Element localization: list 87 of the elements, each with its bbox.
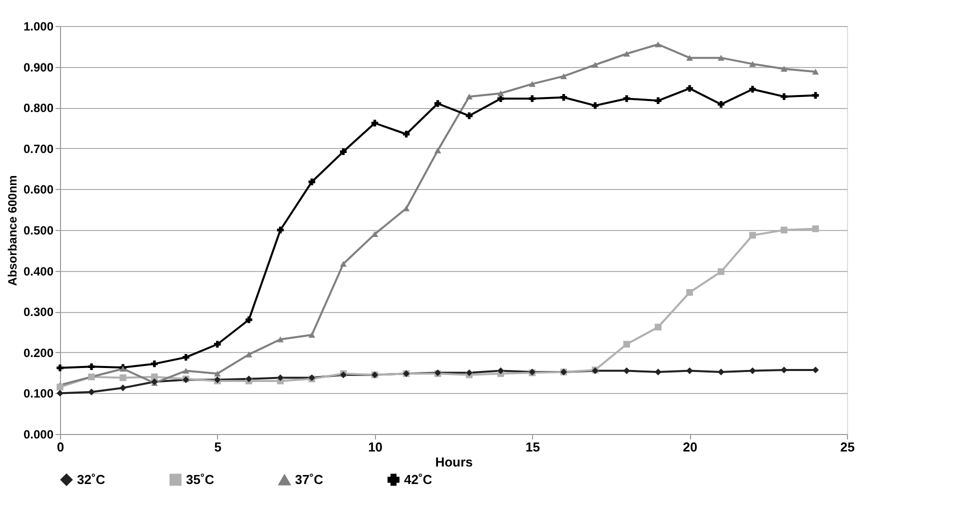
- point: [780, 66, 788, 72]
- point: [246, 316, 252, 324]
- y-tick-label: 0.500: [23, 224, 54, 238]
- x-tick-label: 0: [56, 440, 64, 454]
- point: [780, 93, 788, 100]
- point: [812, 92, 819, 99]
- point: [277, 374, 284, 382]
- point: [812, 225, 819, 232]
- point: [371, 120, 378, 126]
- point: [528, 81, 536, 87]
- legend-label: 37˚C: [295, 472, 324, 488]
- point: [56, 384, 64, 390]
- point: [434, 100, 442, 107]
- point: [686, 54, 693, 61]
- point: [654, 97, 662, 104]
- point: [497, 367, 504, 374]
- point: [560, 94, 568, 101]
- point: [88, 388, 95, 396]
- point: [151, 374, 158, 380]
- point: [56, 364, 64, 372]
- point: [214, 370, 221, 377]
- point: [214, 340, 221, 348]
- y-tick-label: 0.900: [23, 60, 54, 74]
- point: [686, 367, 693, 374]
- point: [686, 289, 693, 296]
- point: [402, 130, 410, 138]
- point: [623, 340, 630, 348]
- point: [277, 226, 284, 234]
- point: [718, 54, 724, 61]
- point: [654, 41, 662, 48]
- point: [812, 366, 819, 374]
- point: [466, 112, 473, 120]
- point: [120, 374, 126, 382]
- point: [151, 360, 158, 368]
- point: [120, 384, 126, 392]
- point: [623, 50, 630, 57]
- y-axis-title: Absorbance 600nm: [5, 175, 20, 286]
- point: [654, 324, 662, 330]
- y-tick-label: 0.200: [23, 346, 54, 360]
- y-tick-label: 0.300: [23, 305, 54, 320]
- point: [592, 102, 599, 109]
- legend-label: 32˚C: [77, 472, 106, 487]
- y-tick-label: 0.100: [23, 386, 54, 401]
- point: [340, 148, 347, 156]
- point: [592, 62, 599, 68]
- point: [56, 390, 64, 397]
- point: [434, 148, 442, 154]
- point: [749, 232, 756, 239]
- point: [528, 95, 536, 102]
- point: [718, 368, 724, 376]
- point: [780, 366, 788, 374]
- point: [497, 90, 504, 96]
- point: [749, 61, 756, 67]
- point: [182, 354, 190, 361]
- point: [780, 226, 788, 234]
- y-tick-label: 0.600: [23, 182, 54, 197]
- y-tick-label: 0.700: [23, 142, 54, 156]
- point: [277, 336, 284, 342]
- x-tick-label: 10: [368, 440, 383, 454]
- point: [560, 73, 568, 80]
- point: [246, 352, 252, 358]
- point: [718, 268, 724, 275]
- x-tick-label: 20: [682, 440, 698, 454]
- point: [308, 332, 316, 338]
- legend-label: 35˚C: [186, 472, 215, 487]
- point: [340, 260, 347, 267]
- point: [718, 100, 724, 108]
- x-tick-label: 25: [840, 440, 855, 454]
- point: [466, 94, 473, 100]
- y-tick-label: 0.000: [23, 428, 54, 442]
- y-tick-label: 0.400: [23, 264, 54, 278]
- point: [88, 363, 95, 370]
- legend-label: 42˚C: [404, 472, 433, 487]
- point: [654, 368, 662, 376]
- point: [812, 68, 819, 75]
- y-tick-label: 1.000: [23, 20, 54, 34]
- point: [182, 368, 190, 374]
- point: [623, 95, 630, 102]
- x-axis-title: Hours: [435, 454, 473, 470]
- x-tick-label: 15: [525, 440, 540, 454]
- point: [623, 367, 630, 374]
- point: [749, 367, 756, 374]
- point: [308, 178, 316, 186]
- x-tick-label: 5: [214, 440, 222, 454]
- point: [749, 86, 756, 93]
- point: [686, 85, 693, 92]
- y-tick-label: 0.800: [23, 101, 54, 116]
